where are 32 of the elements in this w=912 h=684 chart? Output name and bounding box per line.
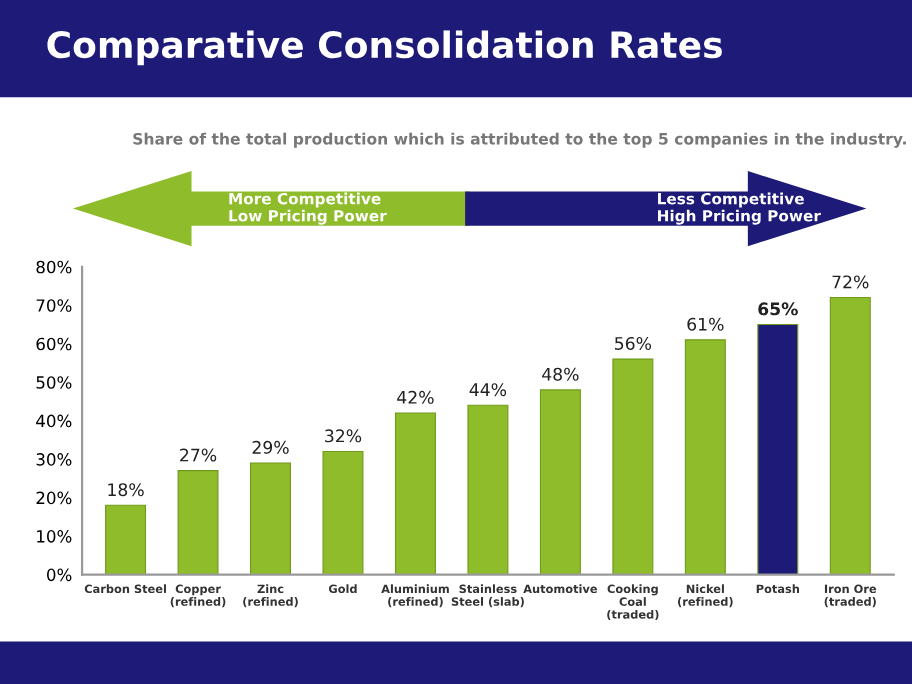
y-tick-label: 20% <box>36 491 72 505</box>
bar <box>322 450 364 575</box>
y-tick-label: 30% <box>36 453 72 466</box>
bar <box>105 504 147 575</box>
bar <box>177 470 219 575</box>
data-label: 65% <box>758 302 798 316</box>
chart-title: Comparative Consolidation Rates <box>47 30 722 66</box>
y-tick-label: 50% <box>36 376 72 389</box>
bar <box>684 339 726 575</box>
bar <box>612 358 654 575</box>
data-label: 48% <box>542 367 579 381</box>
y-tick-label: 40% <box>36 414 72 428</box>
bar <box>539 389 581 575</box>
y-tick-label: 60% <box>36 337 72 351</box>
data-label: 29% <box>252 440 289 454</box>
y-tick-label: 80% <box>36 260 72 274</box>
data-label: 61% <box>687 317 724 331</box>
y-tick-label: 10% <box>37 530 72 543</box>
y-tick-label: 70% <box>36 299 72 312</box>
data-label: 42% <box>397 390 434 404</box>
data-label: 72% <box>832 275 869 289</box>
data-label: 56% <box>615 336 652 350</box>
y-tick-label: 0% <box>47 568 72 582</box>
data-label: 18% <box>108 483 144 497</box>
bar <box>467 404 509 575</box>
data-label: 44% <box>469 383 507 397</box>
bar <box>829 296 871 575</box>
bar <box>394 412 436 575</box>
data-label: 32% <box>325 429 362 443</box>
bar <box>250 462 291 575</box>
bar <box>757 323 799 575</box>
data-label: 27% <box>180 448 217 462</box>
